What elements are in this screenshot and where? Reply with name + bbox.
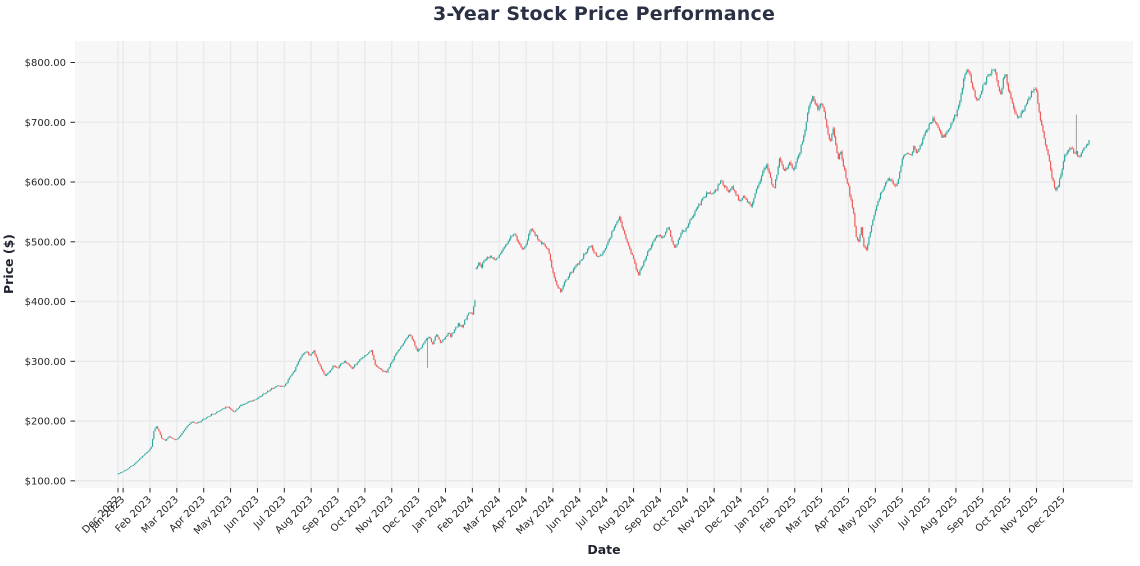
axis-tick-marks: [70, 62, 1064, 493]
svg-text:$800.00: $800.00: [25, 58, 66, 69]
candles: [117, 68, 1090, 475]
svg-text:$100.00: $100.00: [25, 476, 66, 487]
svg-text:$600.00: $600.00: [25, 178, 66, 189]
svg-text:$200.00: $200.00: [25, 417, 66, 428]
y-tick-labels: $100.00 $200.00 $300.00 $400.00 $500.00 $600.…: [25, 58, 66, 487]
svg-text:$300.00: $300.00: [25, 357, 66, 368]
chart-title: 3-Year Stock Price Performance: [432, 3, 776, 25]
svg-text:$500.00: $500.00: [25, 237, 66, 248]
svg-text:$400.00: $400.00: [25, 297, 66, 308]
y-axis-title: Price ($): [1, 234, 16, 294]
x-axis-title: Date: [587, 542, 620, 557]
gridlines: [75, 41, 1133, 488]
svg-text:$700.00: $700.00: [25, 118, 66, 129]
